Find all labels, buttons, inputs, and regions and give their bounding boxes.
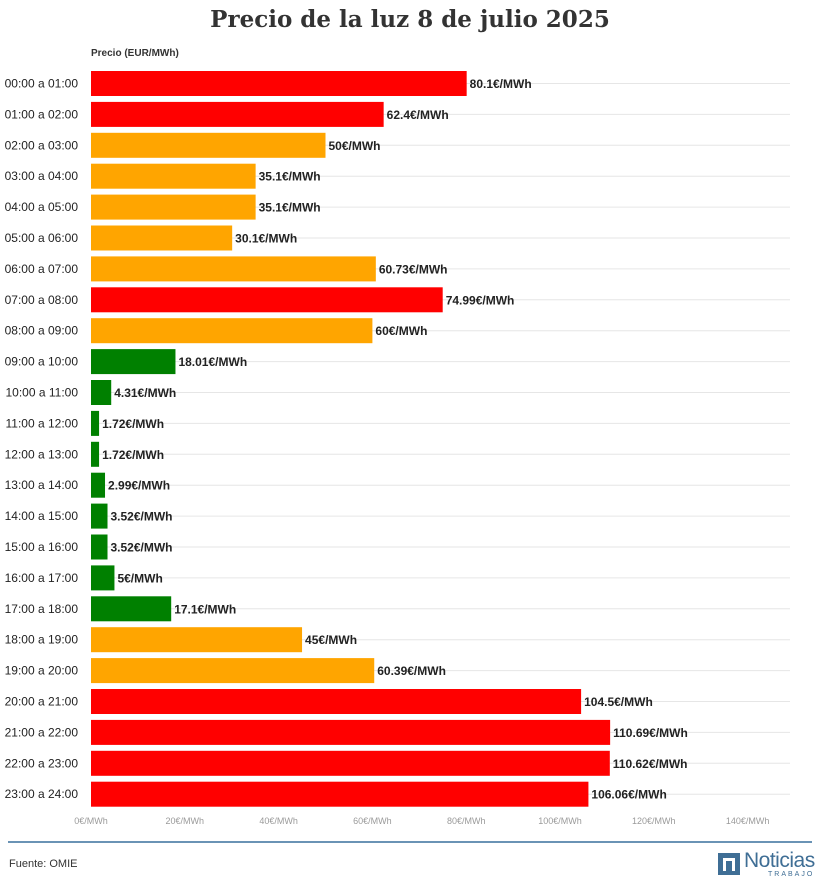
data-label: 45€/MWh (305, 633, 357, 647)
logo-subtitle: TRABAJO (768, 871, 815, 878)
bar (91, 318, 373, 344)
bar (91, 163, 256, 189)
bar (91, 781, 589, 807)
data-label: 50€/MWh (329, 139, 381, 153)
category-label: 06:00 a 07:00 (5, 262, 79, 276)
data-label: 60.39€/MWh (377, 664, 446, 678)
bar (91, 349, 176, 375)
bar (91, 750, 610, 776)
category-label: 07:00 a 08:00 (5, 293, 79, 307)
category-label: 21:00 a 22:00 (5, 725, 79, 739)
data-label: 5€/MWh (117, 571, 162, 585)
bar (91, 689, 582, 714)
source-note: Fuente: OMIE (9, 858, 78, 870)
data-label: 104.5€/MWh (584, 695, 653, 709)
bar (91, 194, 256, 220)
bar (91, 719, 611, 745)
bar (91, 596, 172, 622)
category-label: 10:00 a 11:00 (5, 386, 78, 400)
category-labels: 00:00 a 01:00 01:00 a 02:00 02:00 a 03:00 0… (5, 77, 79, 802)
x-tick-label: 140€/MWh (726, 816, 770, 826)
bar (91, 658, 375, 684)
bar (91, 71, 467, 96)
bar (91, 627, 303, 653)
x-axis-ticks: 0€/MWh 20€/MWh 40€/MWh 60€/MWh 80€/MWh 100€/M… (74, 816, 769, 826)
category-label: 23:00 a 24:00 (5, 787, 79, 801)
logo-name: Noticias (744, 849, 815, 872)
data-label: 62.4€/MWh (387, 108, 449, 122)
category-label: 22:00 a 23:00 (5, 756, 79, 770)
data-label: 110.62€/MWh (613, 757, 688, 771)
value-labels: 80.1€/MWh 62.4€/MWh 50€/MWh 35.1€/MWh 35.1€/… (102, 77, 688, 802)
data-label: 18.01€/MWh (178, 355, 247, 369)
category-label: 15:00 a 16:00 (5, 540, 79, 554)
data-label: 30.1€/MWh (235, 232, 297, 246)
category-label: 02:00 a 03:00 (5, 138, 79, 152)
data-label: 35.1€/MWh (259, 170, 321, 184)
category-label: 17:00 a 18:00 (5, 602, 79, 616)
category-label: 18:00 a 19:00 (5, 633, 79, 647)
bar (91, 256, 376, 282)
data-label: 74.99€/MWh (446, 293, 515, 307)
data-label: 60.73€/MWh (379, 262, 448, 276)
data-label: 2.99€/MWh (108, 479, 170, 493)
data-label: 3.52€/MWh (111, 510, 173, 524)
footer-divider (8, 841, 812, 843)
category-label: 09:00 a 10:00 (5, 355, 79, 369)
bar (91, 410, 100, 436)
x-tick-label: 20€/MWh (166, 816, 205, 826)
data-label: 4.31€/MWh (114, 386, 176, 400)
category-label: 08:00 a 09:00 (5, 324, 79, 338)
category-label: 05:00 a 06:00 (5, 231, 79, 245)
category-label: 14:00 a 15:00 (5, 509, 79, 523)
data-label: 80.1€/MWh (470, 77, 532, 91)
x-tick-label: 120€/MWh (632, 816, 676, 826)
bars (91, 71, 611, 807)
publisher-logo: Noticias TRABAJO (718, 849, 815, 879)
x-tick-label: 60€/MWh (353, 816, 392, 826)
data-label: 1.72€/MWh (102, 417, 164, 431)
bar-chart: Precio (EUR/MWh) 00:00 a 01:00 01:00 a 02… (5, 48, 790, 826)
category-label: 11:00 a 12:00 (5, 416, 78, 430)
bar (91, 225, 233, 251)
category-label: 04:00 a 05:00 (5, 200, 79, 214)
x-tick-label: 0€/MWh (74, 816, 108, 826)
bar (91, 287, 443, 313)
bar (91, 472, 106, 498)
bar (91, 565, 115, 591)
x-tick-label: 80€/MWh (447, 816, 486, 826)
y-axis-label: Precio (EUR/MWh) (91, 48, 179, 59)
chart-title: Precio de la luz 8 de julio 2025 (210, 6, 610, 33)
category-label: 19:00 a 20:00 (5, 664, 79, 678)
bar (91, 534, 108, 560)
data-label: 17.1€/MWh (174, 602, 236, 616)
gridlines (91, 83, 790, 795)
bar (91, 441, 100, 467)
data-label: 60€/MWh (375, 324, 427, 338)
data-label: 3.52€/MWh (111, 541, 173, 555)
data-label: 106.06€/MWh (591, 788, 666, 802)
category-label: 12:00 a 13:00 (5, 447, 79, 461)
category-label: 03:00 a 04:00 (5, 169, 79, 183)
category-label: 13:00 a 14:00 (5, 478, 79, 492)
category-label: 20:00 a 21:00 (5, 695, 79, 709)
bar (91, 101, 384, 127)
category-label: 00:00 a 01:00 (5, 77, 79, 91)
category-label: 01:00 a 02:00 (5, 107, 79, 121)
category-label: 16:00 a 17:00 (5, 571, 79, 585)
x-tick-label: 100€/MWh (538, 816, 582, 826)
bar (91, 503, 108, 529)
data-label: 35.1€/MWh (259, 201, 321, 215)
x-tick-label: 40€/MWh (259, 816, 298, 826)
bar (91, 132, 326, 158)
data-label: 110.69€/MWh (613, 726, 688, 740)
data-label: 1.72€/MWh (102, 448, 164, 462)
logo-icon (718, 853, 740, 875)
bar (91, 380, 112, 405)
